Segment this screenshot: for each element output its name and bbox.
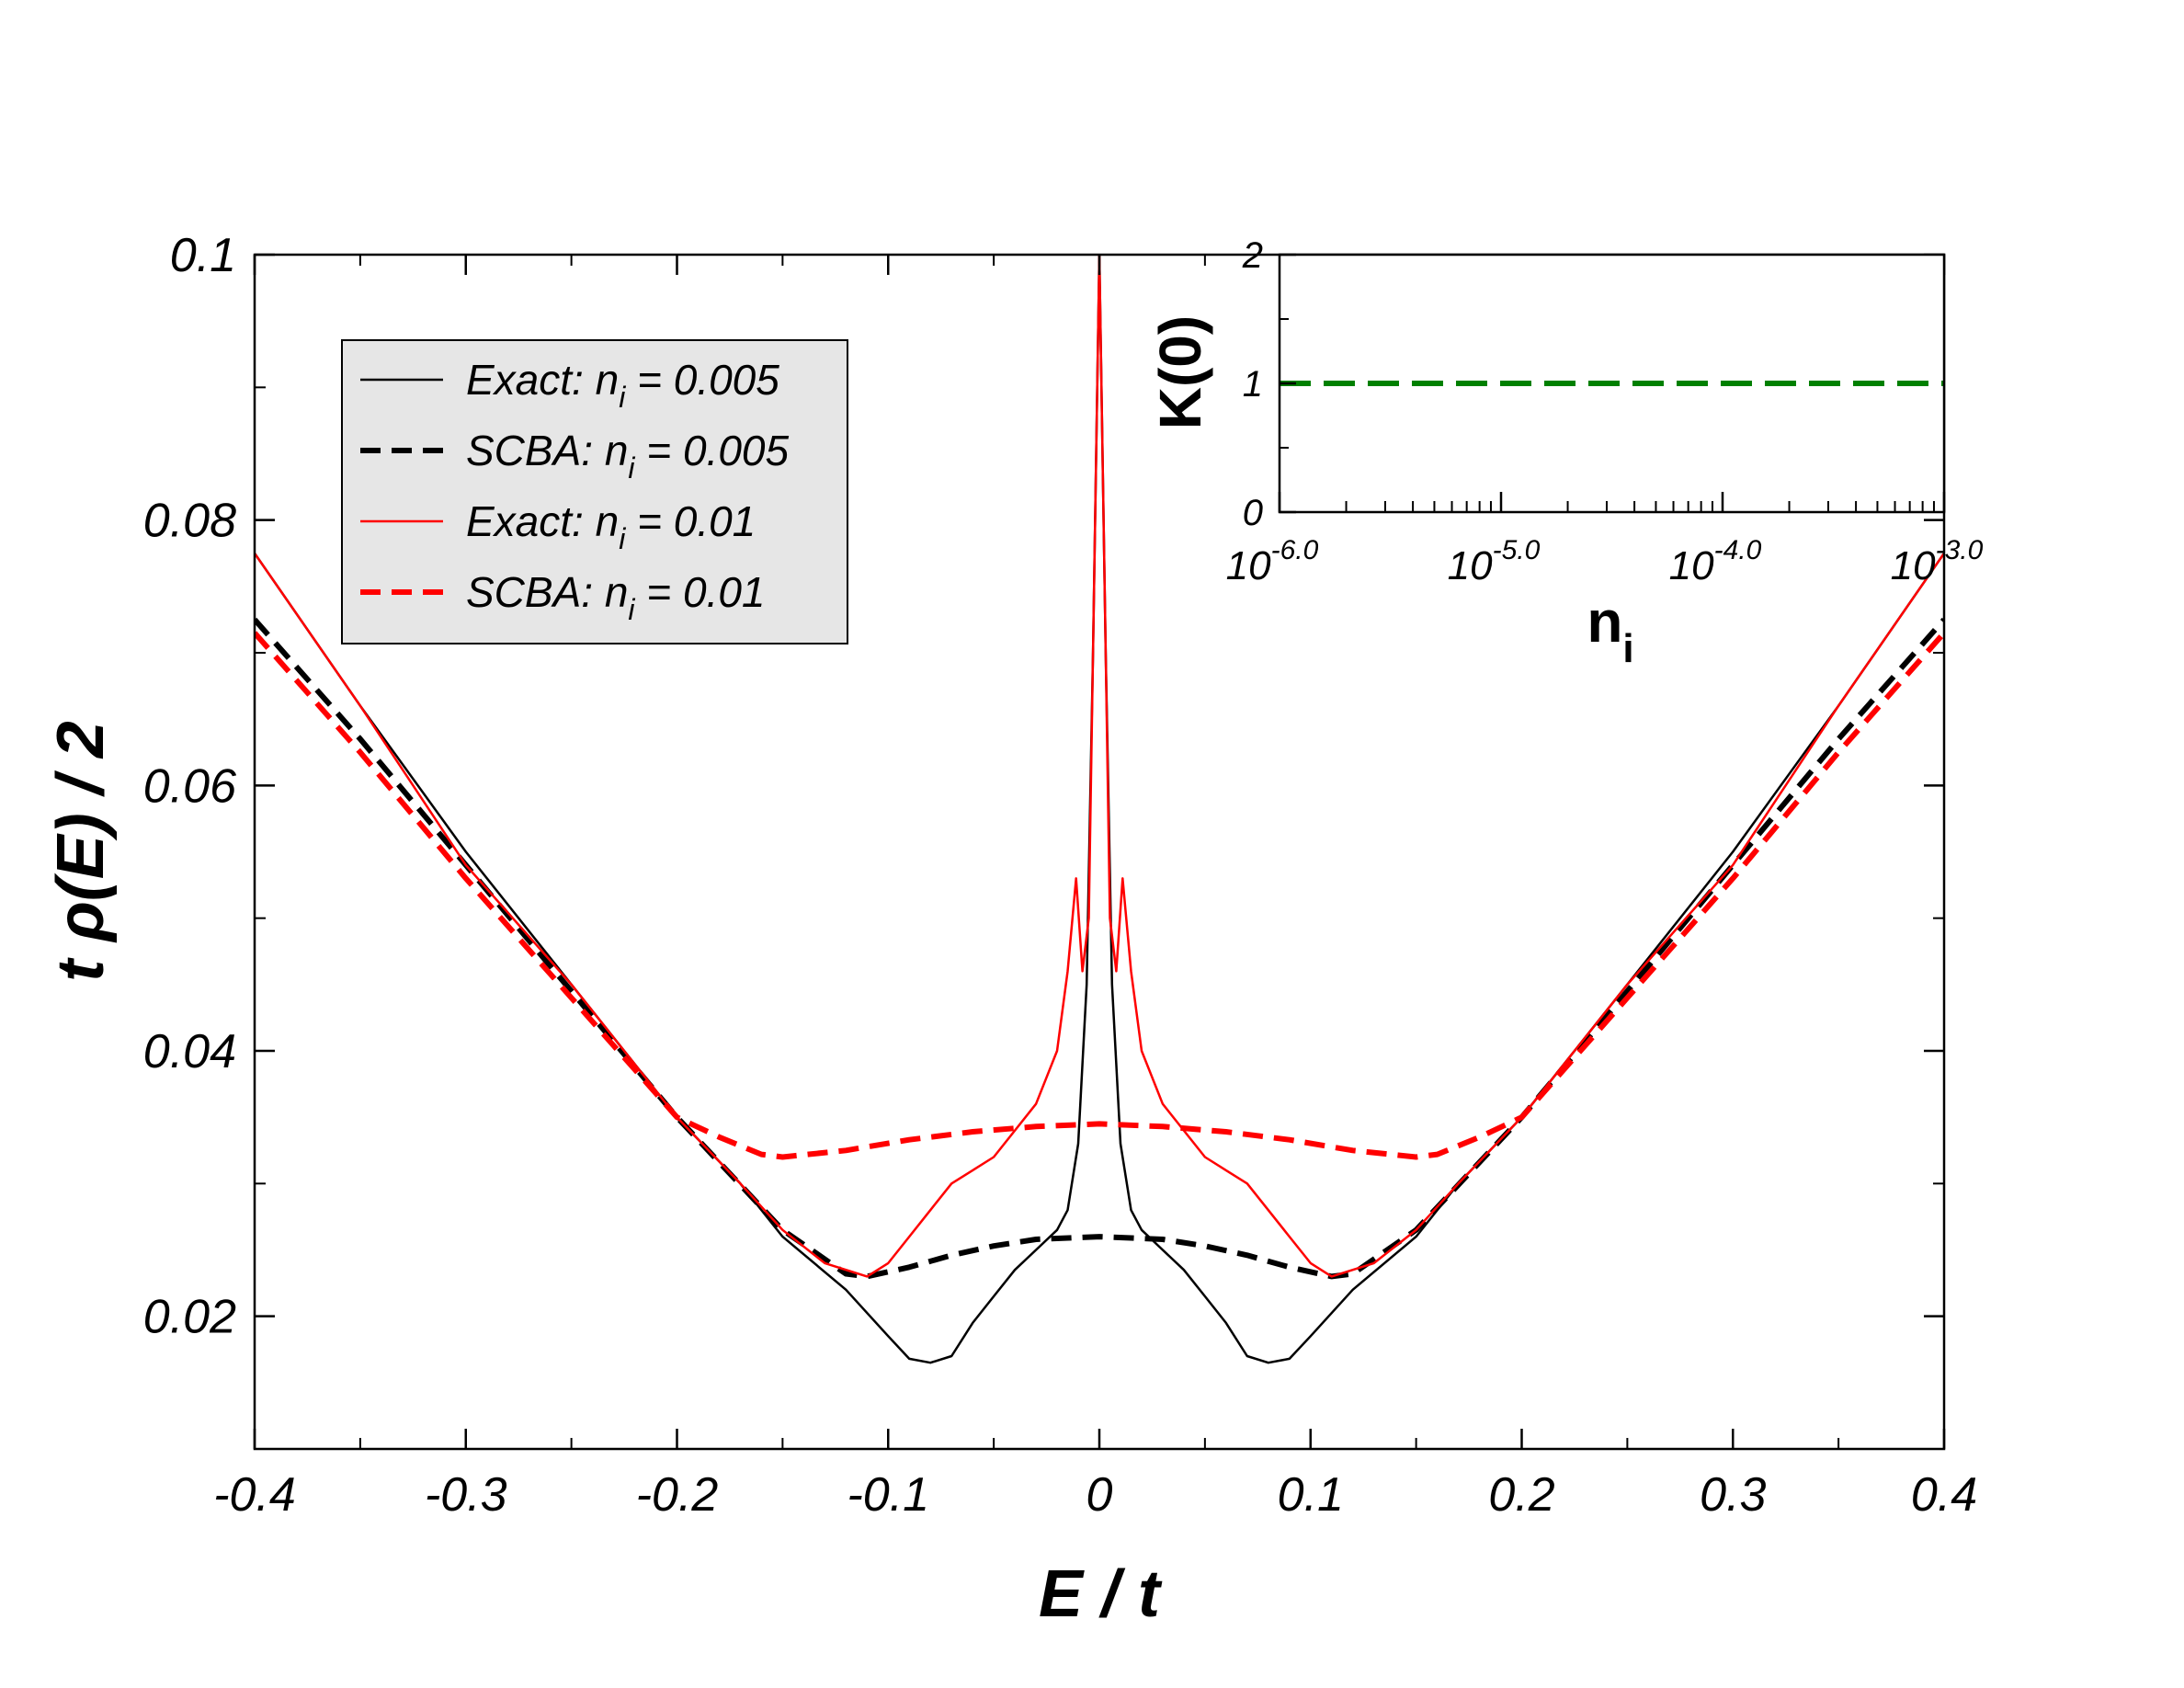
main-y-tick-label-3: 0.08 [143,495,236,548]
main-x-axis-title: E / t [1039,1557,1163,1631]
main-x-tick-label-7: 0.3 [1700,1468,1766,1522]
main-tick-labels: -0.4 -0.3 -0.2 -0.1 0 0.1 0.2 0.3 0.4 0.02 0.04 0.0… [143,229,1977,1522]
legend-label-1: SCBA: ni = 0.005 [466,427,789,485]
inset-y-axis-title: K(0) [1147,315,1213,429]
main-x-tick-label-6: 0.2 [1488,1468,1554,1522]
main-y-tick-label-4: 0.1 [170,229,236,282]
main-x-tick-label-4: 0 [1086,1468,1113,1522]
main-chart: -0.4 -0.3 -0.2 -0.1 0 0.1 0.2 0.3 0.4 0.02 0.04 0.0… [44,229,1977,1631]
inset-chart: 0 1 2 10-6.0 10-5.0 10-4.0 10-3.0 K(0) ni [1147,235,1984,671]
inset-y-tick-label-1: 1 [1243,364,1263,405]
main-x-tick-label-5: 0.1 [1278,1468,1344,1522]
inset-y-tick-label-0: 0 [1243,493,1263,533]
main-x-tick-label-3: -0.1 [847,1468,929,1522]
main-y-tick-label-0: 0.02 [143,1291,236,1344]
inset-x-tick-label-1: 10-5.0 [1448,535,1541,588]
main-y-axis-title: t ρ(E) / 2 [44,721,118,982]
main-x-tick-label-1: -0.3 [425,1468,507,1522]
legend-label-0: Exact: ni = 0.005 [466,356,779,414]
inset-x-axis-title: ni [1587,588,1633,671]
inset-x-tick-label-0: 10-6.0 [1226,535,1319,588]
main-y-tick-label-2: 0.06 [143,759,236,813]
main-x-tick-label-8: 0.4 [1911,1468,1977,1522]
main-series-line-0 [255,255,1944,1364]
legend-label-2: Exact: ni = 0.01 [466,497,756,555]
inset-tick-labels: 0 1 2 10-6.0 10-5.0 10-4.0 10-3.0 [1226,235,1984,588]
legend-label-3: SCBA: ni = 0.01 [466,568,765,626]
inset-x-tick-label-2: 10-4.0 [1669,535,1762,588]
main-series-line-3 [255,631,1944,1160]
main-series-group [255,255,1944,1364]
inset-x-tick-label-3: 10-3.0 [1891,535,1984,588]
inset-ticks [1278,253,1946,514]
main-series-line-2 [255,255,1944,1278]
inset-y-tick-label-2: 2 [1242,235,1263,276]
main-y-tick-label-1: 0.04 [143,1025,236,1078]
main-x-tick-label-0: -0.4 [213,1468,296,1522]
legend: Exact: ni = 0.005 SCBA: ni = 0.005 Exact: … [341,339,848,644]
main-x-tick-label-2: -0.2 [636,1468,719,1522]
